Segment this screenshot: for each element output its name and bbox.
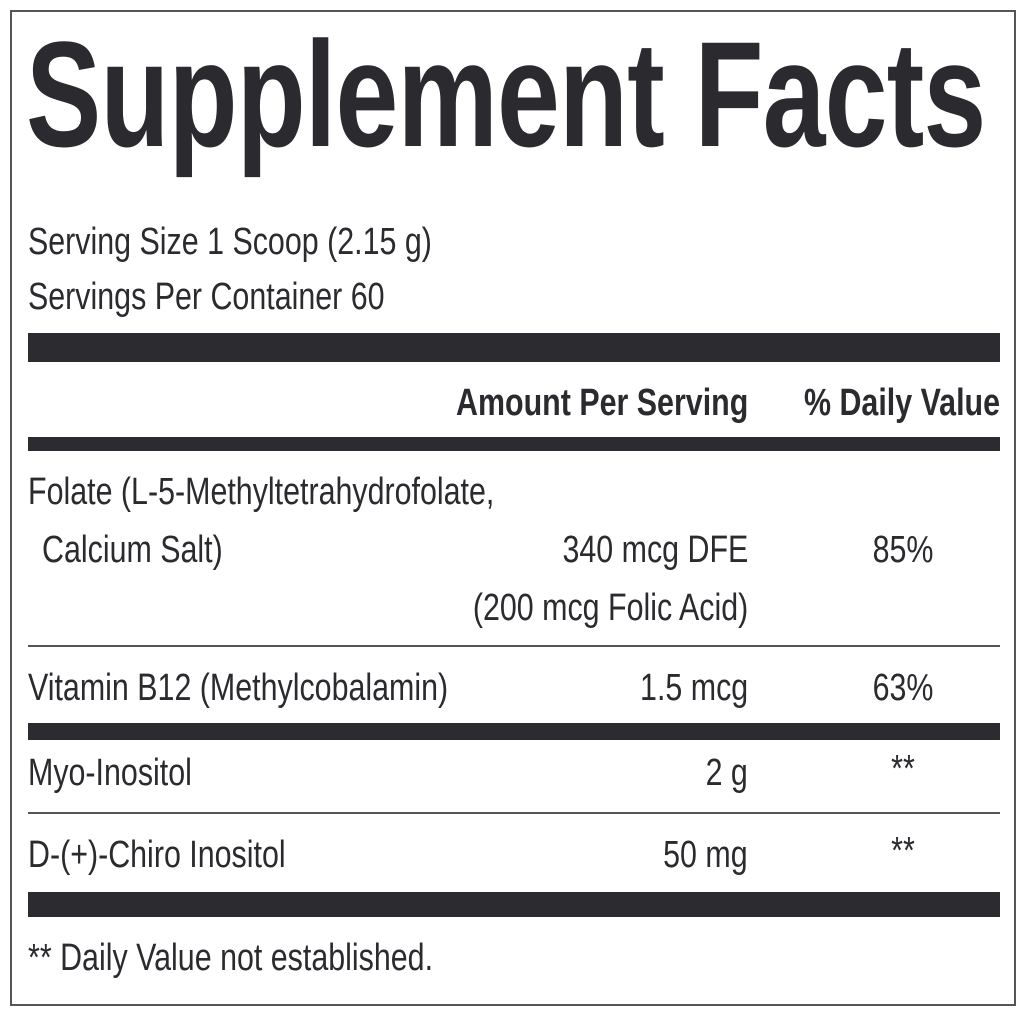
servings-per-container: Servings Per Container 60 bbox=[28, 276, 385, 318]
serving-size: Serving Size 1 Scoop (2.15 g) bbox=[28, 221, 432, 263]
nutrient-dv: ** bbox=[891, 748, 915, 790]
label-border bbox=[10, 10, 1016, 1006]
nutrient-amount-note: (200 mcg Folic Acid) bbox=[472, 587, 748, 629]
medium-divider bbox=[28, 437, 1000, 451]
nutrient-name: D-(+)-Chiro Inositol bbox=[28, 834, 286, 876]
thin-divider bbox=[28, 812, 1000, 814]
thick-divider bbox=[28, 892, 1000, 917]
label-title: Supplement Facts bbox=[26, 10, 986, 178]
thick-divider bbox=[28, 723, 1000, 740]
nutrient-amount: 1.5 mcg bbox=[639, 667, 748, 709]
nutrient-name: Vitamin B12 (Methylcobalamin) bbox=[28, 667, 449, 709]
nutrient-dv: 63% bbox=[872, 667, 934, 709]
nutrient-amount: 50 mg bbox=[663, 834, 749, 876]
thin-divider bbox=[28, 645, 1000, 647]
nutrient-dv: ** bbox=[891, 830, 915, 872]
footnote: ** Daily Value not established. bbox=[28, 937, 434, 979]
nutrient-name-cont: Calcium Salt) bbox=[42, 529, 223, 571]
nutrient-name: Myo-Inositol bbox=[28, 752, 192, 794]
nutrient-amount: 340 mcg DFE bbox=[562, 529, 748, 571]
nutrient-dv: 85% bbox=[872, 529, 934, 571]
thick-divider bbox=[28, 333, 1000, 362]
nutrient-name: Folate (L-5-Methyltetrahydrofolate, bbox=[28, 471, 495, 513]
header-amount: Amount Per Serving bbox=[455, 382, 748, 424]
nutrient-amount: 2 g bbox=[705, 752, 748, 794]
header-daily-value: % Daily Value bbox=[803, 382, 1000, 424]
